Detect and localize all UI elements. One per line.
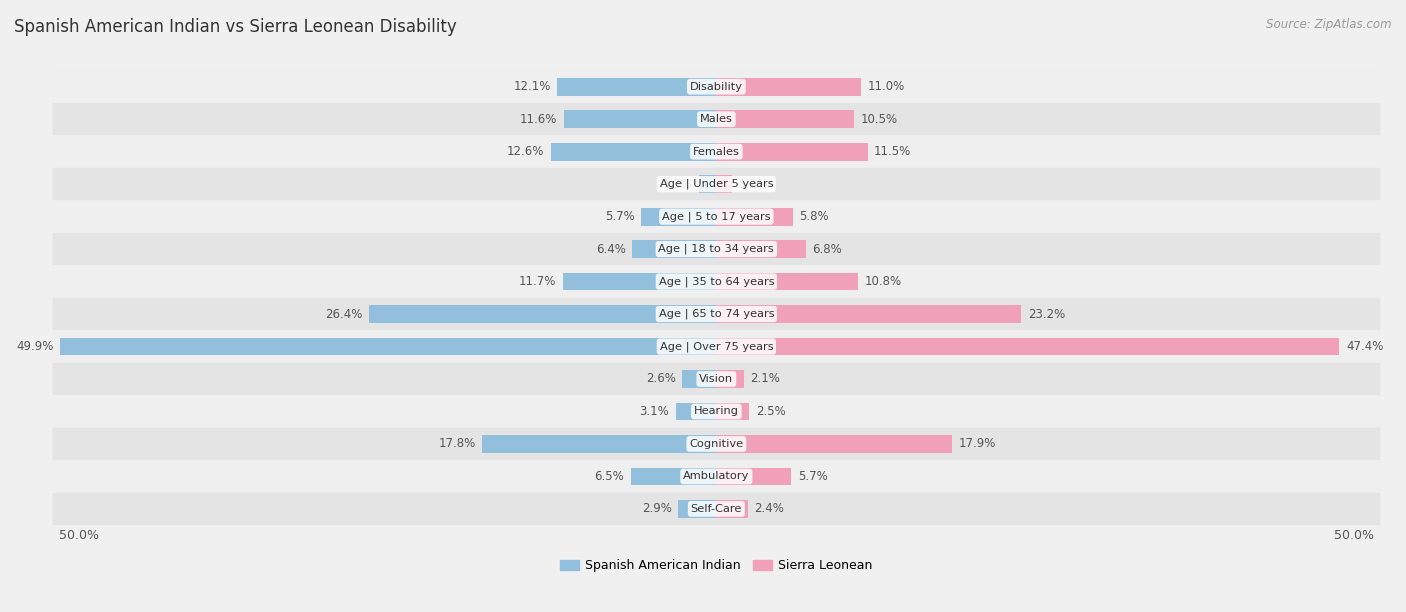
Text: Ambulatory: Ambulatory <box>683 471 749 482</box>
Bar <box>699 175 716 193</box>
FancyBboxPatch shape <box>52 70 1381 103</box>
Bar <box>564 110 716 128</box>
Bar <box>370 305 716 323</box>
Bar <box>678 500 716 518</box>
Text: 6.8%: 6.8% <box>813 242 842 256</box>
Text: 12.6%: 12.6% <box>506 145 544 158</box>
Text: 1.3%: 1.3% <box>664 177 693 190</box>
Text: Vision: Vision <box>699 374 734 384</box>
Text: 47.4%: 47.4% <box>1346 340 1384 353</box>
Bar <box>676 403 716 420</box>
Text: 6.4%: 6.4% <box>596 242 626 256</box>
Bar <box>716 143 868 160</box>
FancyBboxPatch shape <box>52 266 1381 298</box>
Text: 50.0%: 50.0% <box>59 529 98 542</box>
Text: 10.8%: 10.8% <box>865 275 903 288</box>
Text: Females: Females <box>693 147 740 157</box>
Bar <box>716 78 860 95</box>
Text: Self-Care: Self-Care <box>690 504 742 514</box>
Text: 3.1%: 3.1% <box>640 405 669 418</box>
Bar <box>60 338 716 356</box>
Legend: Spanish American Indian, Sierra Leonean: Spanish American Indian, Sierra Leonean <box>560 559 873 572</box>
Text: Age | 18 to 34 years: Age | 18 to 34 years <box>658 244 775 255</box>
Text: 11.5%: 11.5% <box>875 145 911 158</box>
Text: 49.9%: 49.9% <box>17 340 53 353</box>
Text: 2.6%: 2.6% <box>645 373 676 386</box>
FancyBboxPatch shape <box>52 330 1381 363</box>
Bar <box>482 435 716 453</box>
Text: Disability: Disability <box>690 81 742 92</box>
Bar <box>716 468 792 485</box>
Bar <box>551 143 716 160</box>
Text: 1.2%: 1.2% <box>738 177 769 190</box>
Text: 2.9%: 2.9% <box>641 502 672 515</box>
Text: 17.8%: 17.8% <box>439 438 475 450</box>
FancyBboxPatch shape <box>52 395 1381 428</box>
Bar <box>633 240 716 258</box>
Bar <box>716 370 744 388</box>
Text: 2.5%: 2.5% <box>756 405 786 418</box>
Bar <box>557 78 716 95</box>
Text: Hearing: Hearing <box>693 406 740 417</box>
Bar <box>716 500 748 518</box>
Text: Age | 35 to 64 years: Age | 35 to 64 years <box>658 276 775 287</box>
Text: 5.8%: 5.8% <box>799 210 828 223</box>
FancyBboxPatch shape <box>52 298 1381 330</box>
Bar <box>562 272 716 291</box>
Bar <box>716 338 1340 356</box>
Text: 5.7%: 5.7% <box>605 210 636 223</box>
FancyBboxPatch shape <box>52 103 1381 135</box>
Bar <box>716 175 733 193</box>
Text: 50.0%: 50.0% <box>1334 529 1374 542</box>
Text: Age | 65 to 74 years: Age | 65 to 74 years <box>658 309 775 319</box>
Text: 11.6%: 11.6% <box>520 113 557 125</box>
Text: 11.0%: 11.0% <box>868 80 905 93</box>
Text: Age | Under 5 years: Age | Under 5 years <box>659 179 773 189</box>
Bar <box>716 240 806 258</box>
Text: 26.4%: 26.4% <box>325 308 363 321</box>
Text: Males: Males <box>700 114 733 124</box>
Bar <box>716 207 793 226</box>
Bar <box>716 272 858 291</box>
Bar <box>641 207 716 226</box>
FancyBboxPatch shape <box>52 135 1381 168</box>
Bar <box>716 403 749 420</box>
FancyBboxPatch shape <box>52 168 1381 200</box>
Bar <box>716 435 952 453</box>
Text: 2.1%: 2.1% <box>751 373 780 386</box>
FancyBboxPatch shape <box>52 428 1381 460</box>
Text: 17.9%: 17.9% <box>959 438 995 450</box>
Text: 12.1%: 12.1% <box>513 80 551 93</box>
Text: Cognitive: Cognitive <box>689 439 744 449</box>
Bar <box>631 468 716 485</box>
Text: Spanish American Indian vs Sierra Leonean Disability: Spanish American Indian vs Sierra Leonea… <box>14 18 457 36</box>
Text: 6.5%: 6.5% <box>595 470 624 483</box>
Text: Source: ZipAtlas.com: Source: ZipAtlas.com <box>1267 18 1392 31</box>
Text: 11.7%: 11.7% <box>519 275 555 288</box>
FancyBboxPatch shape <box>52 363 1381 395</box>
Bar <box>716 305 1021 323</box>
Text: 5.7%: 5.7% <box>797 470 828 483</box>
Text: 10.5%: 10.5% <box>860 113 898 125</box>
Text: 23.2%: 23.2% <box>1028 308 1066 321</box>
Text: Age | Over 75 years: Age | Over 75 years <box>659 341 773 352</box>
Bar <box>682 370 716 388</box>
FancyBboxPatch shape <box>52 233 1381 266</box>
Text: 2.4%: 2.4% <box>755 502 785 515</box>
FancyBboxPatch shape <box>52 493 1381 525</box>
FancyBboxPatch shape <box>52 200 1381 233</box>
Bar <box>716 110 855 128</box>
Text: Age | 5 to 17 years: Age | 5 to 17 years <box>662 211 770 222</box>
FancyBboxPatch shape <box>52 460 1381 493</box>
